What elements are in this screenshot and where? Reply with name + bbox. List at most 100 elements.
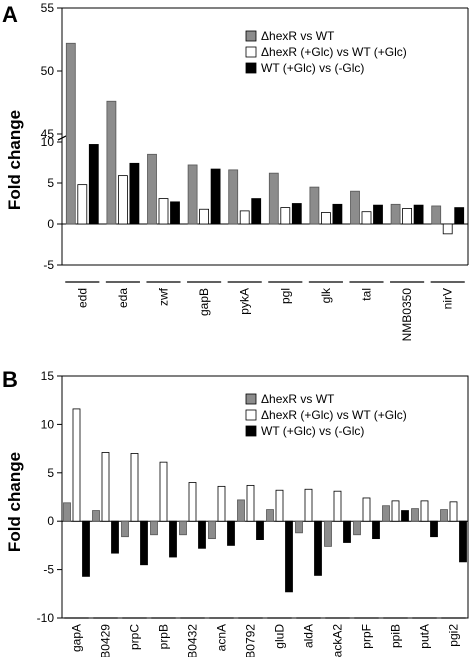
legend-label: ΔhexR (+Glc) vs WT (+Glc) bbox=[261, 45, 407, 59]
y-tick-label: 10 bbox=[41, 417, 55, 431]
x-tick-label: gluD bbox=[273, 624, 287, 649]
x-tick-label: edd bbox=[75, 288, 89, 308]
axes: -10 -5 0 5 10 15 bbox=[37, 369, 469, 625]
y-tick-label: 0 bbox=[47, 217, 54, 231]
bar-NMB0350-s3 bbox=[413, 204, 424, 225]
bar-NMB0792-s3 bbox=[256, 520, 264, 540]
x-tick-label: pykA bbox=[238, 288, 252, 315]
bar-gluD-s1 bbox=[266, 509, 274, 522]
bar-prpC-s1 bbox=[121, 520, 129, 538]
bar-prpC-s3 bbox=[140, 520, 148, 566]
bar-nirV-s2 bbox=[442, 223, 453, 235]
x-tick-label: prpF bbox=[360, 624, 374, 649]
bar-putA-s3 bbox=[430, 520, 438, 538]
y-tick-label: 45 bbox=[41, 127, 55, 141]
bar-NMB0429-s1 bbox=[92, 510, 100, 522]
y-tick-label: 5 bbox=[47, 466, 54, 480]
bar-pykA-s2 bbox=[239, 210, 250, 225]
panel-A: A Fold change 45 50 55 -5 0 5 10 edd eda zwf gapB pyk… bbox=[2, 1, 469, 341]
bar-prpB-s2 bbox=[159, 461, 168, 522]
bar-edd-s1 bbox=[65, 42, 76, 225]
x-tick-label: gapB bbox=[197, 288, 211, 316]
y-tick-label: -5 bbox=[43, 563, 54, 577]
x-tick-label: NMB0432 bbox=[186, 624, 200, 657]
x-tick-label: nirV bbox=[441, 288, 455, 309]
x-tick-label: ppiB bbox=[389, 624, 403, 648]
bar-ppiB-s2 bbox=[391, 500, 400, 522]
bar-pgi2-s2 bbox=[449, 501, 458, 522]
bar-NMB0350-s2 bbox=[402, 208, 413, 225]
axes: 45 50 55 -5 0 5 10 bbox=[41, 1, 469, 272]
bar-eda-s3 bbox=[129, 162, 140, 225]
bar-tal-s2 bbox=[361, 211, 372, 225]
legend-label: WT (+Glc) vs (-Glc) bbox=[261, 424, 364, 438]
y-tick-label: 0 bbox=[47, 514, 54, 528]
y-axis-label: Fold change bbox=[5, 452, 24, 552]
plot-frame bbox=[61, 375, 469, 619]
legend-swatch bbox=[245, 409, 257, 421]
y-tick-label: 10 bbox=[41, 135, 55, 149]
y-tick-label: 15 bbox=[41, 369, 55, 383]
x-tick-label: acnA bbox=[215, 624, 229, 651]
bar-pgi2-s1 bbox=[440, 509, 448, 522]
x-tick-label: glk bbox=[319, 287, 333, 303]
x-tick-label: prpB bbox=[157, 624, 171, 649]
bar-gapA-s3 bbox=[82, 520, 90, 577]
y-tick-label: 5 bbox=[47, 176, 54, 190]
x-tick-label: zwf bbox=[157, 287, 171, 306]
bar-NMB0432-s3 bbox=[198, 520, 206, 549]
axis-break-mark bbox=[57, 135, 67, 141]
x-tick-label: NMB0792 bbox=[244, 624, 258, 657]
bar-acnA-s1 bbox=[208, 520, 216, 540]
legend-label: ΔhexR vs WT bbox=[261, 392, 335, 406]
bar-prpC-s2 bbox=[130, 453, 139, 522]
bar-pgl-s3 bbox=[291, 203, 302, 225]
bar-NMB0792-s1 bbox=[237, 499, 245, 522]
bar-ackA2-s1 bbox=[324, 520, 332, 547]
bar-glk-s3 bbox=[332, 203, 343, 225]
x-tick-label: prpC bbox=[128, 624, 142, 650]
bar-glk-s2 bbox=[320, 212, 331, 225]
bar-NMB0432-s2 bbox=[188, 482, 197, 522]
legend-swatch bbox=[245, 46, 257, 58]
x-tick-label: pgi2 bbox=[447, 624, 461, 647]
bar-putA-s2 bbox=[420, 500, 429, 522]
bar-aldA-s3 bbox=[314, 520, 322, 576]
x-tick-label: pgl bbox=[278, 288, 292, 304]
legend: ΔhexR vs WT ΔhexR (+Glc) vs WT (+Glc) WT (… bbox=[245, 29, 407, 75]
bar-pgi2-s3 bbox=[459, 520, 467, 563]
panel-letter: A bbox=[2, 2, 18, 27]
bar-putA-s1 bbox=[411, 508, 419, 522]
bar-ppiB-s1 bbox=[382, 505, 390, 522]
x-tick-label: aldA bbox=[302, 624, 316, 648]
bar-glk-s1 bbox=[309, 186, 320, 225]
y-tick-label: -5 bbox=[43, 258, 54, 272]
legend-swatch bbox=[245, 393, 257, 405]
bar-gapA-s1 bbox=[63, 502, 71, 522]
legend-swatch bbox=[245, 30, 257, 42]
bar-pgl-s1 bbox=[268, 172, 279, 225]
bar-pykA-s3 bbox=[251, 198, 262, 225]
bar-acnA-s3 bbox=[227, 520, 235, 546]
y-axis-label: Fold change bbox=[5, 110, 24, 210]
bars bbox=[63, 408, 467, 593]
x-tick-label: gapA bbox=[70, 624, 84, 652]
bar-prpF-s2 bbox=[362, 497, 371, 522]
bar-gapB-s3 bbox=[210, 168, 221, 225]
x-tick-label: eda bbox=[116, 288, 130, 308]
legend-label: ΔhexR (+Glc) vs WT (+Glc) bbox=[261, 408, 407, 422]
x-tick-label: putA bbox=[418, 624, 432, 649]
bar-zwf-s2 bbox=[158, 198, 169, 225]
bar-pgl-s2 bbox=[280, 207, 291, 225]
legend-label: WT (+Glc) vs (-Glc) bbox=[261, 61, 364, 75]
bar-NMB0429-s3 bbox=[111, 520, 119, 554]
bar-NMB0432-s1 bbox=[179, 520, 187, 536]
bar-eda-s2 bbox=[118, 175, 128, 225]
bar-gapB-s2 bbox=[199, 208, 210, 225]
bar-zwf-s3 bbox=[170, 201, 180, 225]
legend: ΔhexR vs WT ΔhexR (+Glc) vs WT (+Glc) WT (… bbox=[245, 392, 407, 438]
bar-ackA2-s3 bbox=[343, 520, 351, 543]
bar-aldA-s1 bbox=[295, 520, 303, 534]
bar-NMB0429-s2 bbox=[101, 452, 110, 522]
